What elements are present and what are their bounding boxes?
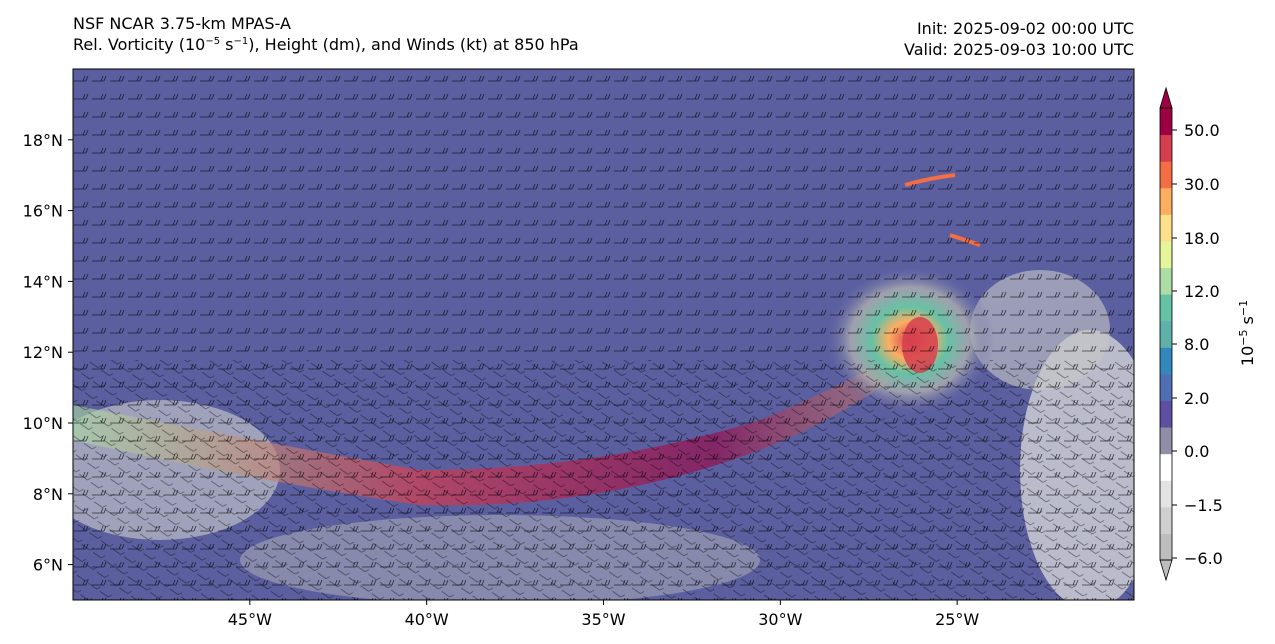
lat-tick-label: 10°N bbox=[23, 414, 63, 433]
colorbar-tick-label: −6.0 bbox=[1184, 549, 1223, 568]
longitude-axis: 45°W 40°W 35°W 30°W 25°W bbox=[228, 600, 979, 629]
lat-tick-label: 14°N bbox=[23, 272, 63, 291]
colorbar-ticks: 50.0 30.0 18.0 12.0 8.0 2.0 0.0 −1.5 −6.0 bbox=[1172, 121, 1223, 568]
colorbar-segment bbox=[1160, 506, 1172, 534]
colorbar-segment bbox=[1160, 347, 1172, 375]
init-time: Init: 2025-09-02 00:00 UTC bbox=[916, 19, 1134, 38]
colorbar-segment bbox=[1160, 400, 1172, 428]
title-left: NSF NCAR 3.75-km MPAS-A Rel. Vorticity (… bbox=[73, 13, 579, 55]
colorbar-tick-label: 50.0 bbox=[1184, 121, 1220, 140]
colorbar-tick-label: 8.0 bbox=[1184, 335, 1209, 354]
latitude-axis: 6°N 8°N 10°N 12°N 14°N 16°N 18°N bbox=[23, 131, 73, 575]
colorbar-segment bbox=[1160, 267, 1172, 295]
lon-tick-label: 25°W bbox=[935, 610, 979, 629]
colorbar-segment bbox=[1160, 453, 1172, 481]
lat-tick-label: 12°N bbox=[23, 343, 63, 362]
title-times: Init: 2025-09-02 00:00 UTC Valid: 2025-0… bbox=[904, 18, 1134, 60]
colorbar-label: 10−5 s−1 bbox=[1237, 300, 1257, 366]
lat-tick-label: 18°N bbox=[23, 131, 63, 150]
colorbar-extend-min bbox=[1159, 559, 1173, 582]
wind-barbs bbox=[73, 360, 1134, 600]
title-model: NSF NCAR 3.75-km MPAS-A bbox=[73, 14, 291, 33]
colorbar-tick-label: 12.0 bbox=[1184, 282, 1220, 301]
lon-tick-label: 35°W bbox=[581, 610, 625, 629]
lon-tick-label: 40°W bbox=[405, 610, 449, 629]
colorbar-tick-label: 0.0 bbox=[1184, 442, 1209, 461]
colorbar-segment bbox=[1160, 427, 1172, 455]
valid-time: Valid: 2025-09-03 10:00 UTC bbox=[903, 40, 1134, 59]
colorbar-tick-label: −1.5 bbox=[1184, 496, 1223, 515]
lat-tick-label: 8°N bbox=[33, 485, 63, 504]
colorbar-segment bbox=[1160, 533, 1172, 561]
colorbar-tick-label: 2.0 bbox=[1184, 389, 1209, 408]
colorbar-segment bbox=[1160, 214, 1172, 242]
colorbar-segment bbox=[1160, 480, 1172, 508]
lat-tick-label: 6°N bbox=[33, 556, 63, 575]
title-variables: Rel. Vorticity (10−5 s−1), Height (dm), … bbox=[73, 35, 579, 54]
lon-tick-label: 45°W bbox=[228, 610, 272, 629]
colorbar-segment bbox=[1160, 108, 1172, 136]
lon-tick-label: 30°W bbox=[758, 610, 802, 629]
colorbar-frame bbox=[1159, 107, 1173, 561]
colorbar-segment bbox=[1160, 161, 1172, 189]
colorbar-segment bbox=[1160, 373, 1172, 401]
colorbar-segment bbox=[1160, 187, 1172, 215]
colorbar-segment bbox=[1160, 294, 1172, 322]
map-panel bbox=[73, 69, 1134, 600]
lat-tick-label: 16°N bbox=[23, 202, 63, 221]
colorbar-segment bbox=[1160, 320, 1172, 348]
colorbar-extend-max bbox=[1159, 86, 1173, 109]
colorbar-segment bbox=[1160, 134, 1172, 162]
colorbar-tick-label: 18.0 bbox=[1184, 229, 1220, 248]
colorbar-tick-label: 30.0 bbox=[1184, 175, 1220, 194]
colorbar-segment bbox=[1160, 240, 1172, 269]
colorbar bbox=[1159, 86, 1173, 582]
